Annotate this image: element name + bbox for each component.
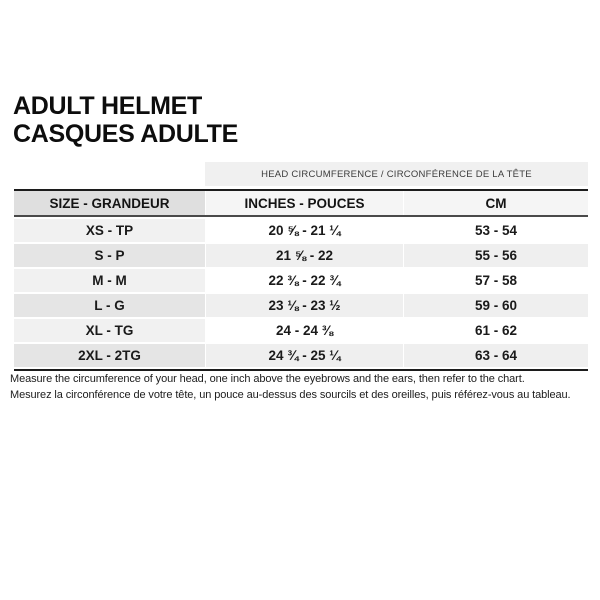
column-header-size: SIZE - GRANDEUR <box>14 191 205 215</box>
size-cell: XL - TG <box>14 319 205 342</box>
instruction-line-en: Measure the circumference of your head, … <box>10 373 525 385</box>
inches-cell: 24 - 24 ⅜ <box>206 319 403 342</box>
column-header-cm: CM <box>404 191 588 215</box>
table-top-border <box>14 189 588 191</box>
cm-cell: 61 - 62 <box>404 319 588 342</box>
table-banner-head-circumference: HEAD CIRCUMFERENCE / CIRCONFÉRENCE DE LA… <box>205 162 588 186</box>
table-row-l: L - G 23 ⅛ - 23 ½ 59 - 60 <box>14 294 588 317</box>
measurement-instructions: Measure the circumference of your head, … <box>10 371 594 403</box>
table-row-xl: XL - TG 24 - 24 ⅜ 61 - 62 <box>14 319 588 342</box>
table-row-xs: XS - TP 20 ⅝ - 21 ¼ 53 - 54 <box>14 219 588 242</box>
instruction-line-fr: Mesurez la circonférence de votre tête, … <box>10 389 571 401</box>
table-bottom-border <box>14 369 588 371</box>
table-row-s: S - P 21 ⅝ - 22 55 - 56 <box>14 244 588 267</box>
cm-cell: 55 - 56 <box>404 244 588 267</box>
page-title: ADULT HELMET CASQUES ADULTE <box>13 92 238 148</box>
cm-cell: 53 - 54 <box>404 219 588 242</box>
size-cell: L - G <box>14 294 205 317</box>
size-cell: M - M <box>14 269 205 292</box>
page-title-line-fr: CASQUES ADULTE <box>13 120 238 148</box>
inches-cell: 20 ⅝ - 21 ¼ <box>206 219 403 242</box>
column-header-inches: INCHES - POUCES <box>206 191 403 215</box>
inches-cell: 22 ⅜ - 22 ¾ <box>206 269 403 292</box>
size-chart-table: HEAD CIRCUMFERENCE / CIRCONFÉRENCE DE LA… <box>14 162 588 371</box>
inches-cell: 23 ⅛ - 23 ½ <box>206 294 403 317</box>
size-cell: 2XL - 2TG <box>14 344 205 367</box>
table-row-2xl: 2XL - 2TG 24 ¾ - 25 ¼ 63 - 64 <box>14 344 588 367</box>
inches-cell: 21 ⅝ - 22 <box>206 244 403 267</box>
table-header-row: SIZE - GRANDEUR INCHES - POUCES CM <box>14 191 588 215</box>
size-cell: S - P <box>14 244 205 267</box>
inches-cell: 24 ¾ - 25 ¼ <box>206 344 403 367</box>
banner-gap <box>14 186 588 189</box>
cm-cell: 57 - 58 <box>404 269 588 292</box>
page-title-line-en: ADULT HELMET <box>13 92 202 120</box>
table-row-m: M - M 22 ⅜ - 22 ¾ 57 - 58 <box>14 269 588 292</box>
header-bottom-border <box>14 215 588 217</box>
cm-cell: 63 - 64 <box>404 344 588 367</box>
size-cell: XS - TP <box>14 219 205 242</box>
cm-cell: 59 - 60 <box>404 294 588 317</box>
